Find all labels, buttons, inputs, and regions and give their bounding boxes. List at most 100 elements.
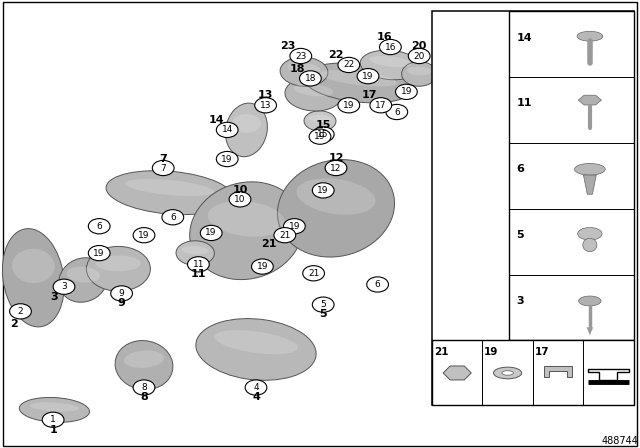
Text: 19: 19 xyxy=(484,347,499,357)
Ellipse shape xyxy=(96,255,141,271)
Circle shape xyxy=(216,151,238,167)
Text: 19: 19 xyxy=(362,72,374,81)
Text: 19: 19 xyxy=(401,87,412,96)
Text: 21: 21 xyxy=(279,231,291,240)
Ellipse shape xyxy=(196,319,316,380)
Circle shape xyxy=(357,69,379,84)
Polygon shape xyxy=(579,95,602,105)
Text: 3: 3 xyxy=(51,292,58,302)
Circle shape xyxy=(88,219,110,234)
Text: 13: 13 xyxy=(260,101,271,110)
Polygon shape xyxy=(584,175,596,194)
Text: 10: 10 xyxy=(234,195,246,204)
Ellipse shape xyxy=(583,238,597,252)
Text: 22: 22 xyxy=(343,60,355,69)
Circle shape xyxy=(309,129,331,144)
Text: 2: 2 xyxy=(10,319,18,329)
Circle shape xyxy=(200,225,222,241)
Ellipse shape xyxy=(294,84,333,96)
Circle shape xyxy=(133,228,155,243)
Polygon shape xyxy=(443,366,471,380)
Circle shape xyxy=(370,98,392,113)
Ellipse shape xyxy=(125,179,214,196)
Ellipse shape xyxy=(407,67,431,75)
Text: 11: 11 xyxy=(516,99,532,108)
Ellipse shape xyxy=(304,111,336,131)
Text: 13: 13 xyxy=(258,90,273,100)
Circle shape xyxy=(338,98,360,113)
Ellipse shape xyxy=(360,50,420,80)
Circle shape xyxy=(386,104,408,120)
Polygon shape xyxy=(588,369,629,380)
Text: 6: 6 xyxy=(516,164,524,174)
Text: 20: 20 xyxy=(413,52,425,60)
Circle shape xyxy=(396,84,417,99)
Circle shape xyxy=(312,183,334,198)
Ellipse shape xyxy=(225,103,268,157)
Circle shape xyxy=(252,259,273,274)
Text: 19: 19 xyxy=(314,132,326,141)
Ellipse shape xyxy=(579,296,601,306)
Text: 3: 3 xyxy=(61,282,67,291)
Circle shape xyxy=(133,380,155,395)
Text: 15: 15 xyxy=(317,130,329,139)
Text: 9: 9 xyxy=(119,289,124,298)
Text: 9: 9 xyxy=(118,298,125,308)
Text: 5: 5 xyxy=(321,300,326,309)
Ellipse shape xyxy=(278,159,394,257)
Bar xyxy=(432,11,634,405)
Circle shape xyxy=(284,219,305,234)
Text: 3: 3 xyxy=(516,296,524,306)
Ellipse shape xyxy=(369,56,412,67)
Text: 18: 18 xyxy=(305,74,316,83)
Ellipse shape xyxy=(30,402,79,412)
Circle shape xyxy=(303,266,324,281)
Text: 16: 16 xyxy=(376,32,392,42)
Text: 4: 4 xyxy=(252,392,260,402)
Circle shape xyxy=(188,257,209,272)
Text: 17: 17 xyxy=(375,101,387,110)
Circle shape xyxy=(290,48,312,64)
Text: 19: 19 xyxy=(205,228,217,237)
Ellipse shape xyxy=(59,258,108,302)
Text: 17: 17 xyxy=(362,90,377,100)
Circle shape xyxy=(367,277,388,292)
Ellipse shape xyxy=(86,246,150,291)
Circle shape xyxy=(229,192,251,207)
Ellipse shape xyxy=(296,178,376,215)
Bar xyxy=(432,340,634,405)
Ellipse shape xyxy=(578,228,602,240)
Text: 6: 6 xyxy=(97,222,102,231)
Ellipse shape xyxy=(401,61,437,86)
Polygon shape xyxy=(544,366,572,376)
Ellipse shape xyxy=(309,115,331,122)
Text: 1: 1 xyxy=(51,415,56,424)
Circle shape xyxy=(325,160,347,176)
Text: 2: 2 xyxy=(18,307,23,316)
Ellipse shape xyxy=(176,241,214,266)
Text: 22: 22 xyxy=(328,50,344,60)
Text: 14: 14 xyxy=(209,115,224,125)
Circle shape xyxy=(162,210,184,225)
Text: 23: 23 xyxy=(295,52,307,60)
Circle shape xyxy=(408,48,430,64)
Text: 20: 20 xyxy=(412,41,427,51)
Ellipse shape xyxy=(502,371,513,375)
Ellipse shape xyxy=(208,201,285,237)
Text: 21: 21 xyxy=(261,239,276,249)
Text: 21: 21 xyxy=(434,347,449,357)
Text: 5: 5 xyxy=(319,310,327,319)
Ellipse shape xyxy=(19,397,90,422)
Text: 19: 19 xyxy=(138,231,150,240)
Text: 7: 7 xyxy=(159,155,167,164)
Circle shape xyxy=(88,246,110,261)
Circle shape xyxy=(312,127,334,142)
Text: 8: 8 xyxy=(140,392,148,402)
Circle shape xyxy=(300,71,321,86)
Text: 19: 19 xyxy=(221,155,233,164)
Text: 19: 19 xyxy=(343,101,355,110)
Text: 14: 14 xyxy=(516,33,532,43)
Text: 16: 16 xyxy=(385,43,396,52)
Ellipse shape xyxy=(106,171,233,215)
Ellipse shape xyxy=(285,77,342,111)
